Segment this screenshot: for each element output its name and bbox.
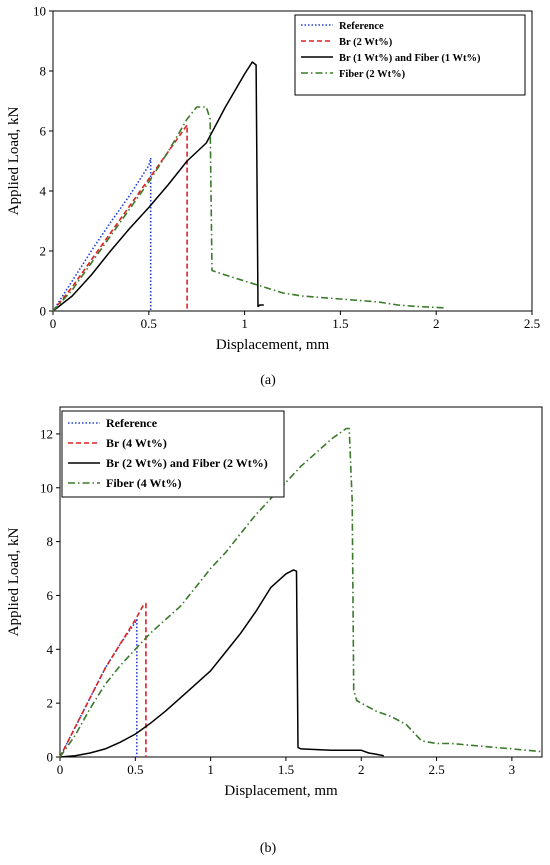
- x-tick-label: 1.5: [332, 316, 348, 331]
- legend-box: [294, 14, 526, 96]
- legend-entry-4: Fiber (2 Wt%): [339, 69, 406, 80]
- panel-label: (b): [260, 841, 277, 856]
- plot-frame: [59, 406, 543, 758]
- x-tick-label: 0: [57, 762, 64, 777]
- y-tick-label: 10: [40, 480, 53, 495]
- x-axis-label: Displacement, mm: [216, 337, 330, 353]
- y-tick-label: 10: [33, 4, 46, 19]
- x-tick-label: 2: [433, 316, 440, 331]
- panel-label: (a): [260, 373, 276, 388]
- y-tick-label: 6: [47, 588, 54, 603]
- x-tick-label: 2.5: [524, 316, 540, 331]
- panel-b: 0 0.5 1 1.5 2 2.5 3 0 2 4 6 8 10 12 Displacement, mm Ap…: [6, 406, 543, 856]
- x-tick-label: 2: [358, 762, 365, 777]
- plot-frame: [52, 10, 533, 312]
- x-tick-label: 0.5: [127, 762, 143, 777]
- y-tick-label: 0: [40, 304, 47, 319]
- series-line-1: [52, 157, 152, 312]
- y-tick-label: 2: [40, 244, 47, 259]
- y-tick-label: 12: [40, 426, 53, 441]
- x-tick-label: 2.5: [428, 762, 444, 777]
- x-tick-label: 3: [509, 762, 516, 777]
- legend-entry-1: Reference: [339, 21, 384, 32]
- legend-entry-2: Br (2 Wt%): [339, 37, 393, 48]
- x-tick-label: 1.5: [278, 762, 294, 777]
- y-axis-label: Applied Load, kN: [6, 527, 22, 636]
- legend-entry-3: Br (1 Wt%) and Fiber (1 Wt%): [339, 53, 481, 64]
- y-tick-label: 0: [47, 750, 54, 765]
- y-tick-label: 4: [47, 642, 54, 657]
- legend-entry-2: Br (4 Wt%): [106, 436, 167, 450]
- series-line-3: [52, 61, 264, 312]
- x-tick-label: 0: [50, 316, 57, 331]
- y-tick-label: 4: [40, 184, 47, 199]
- series-line-2: [52, 124, 188, 312]
- y-tick-label: 2: [47, 696, 54, 711]
- legend-entry-4: Fiber (4 Wt%): [106, 476, 182, 490]
- series-line-4: [52, 106, 446, 312]
- legend-entry-3: Br (2 Wt%) and Fiber (2 Wt%): [106, 456, 268, 470]
- series-line-1: [59, 618, 138, 758]
- x-tick-label: 1: [207, 762, 214, 777]
- y-tick-label: 6: [40, 124, 47, 139]
- y-tick-label: 8: [47, 534, 54, 549]
- series-line-3: [59, 569, 384, 758]
- x-tick-label: 0.5: [141, 316, 157, 331]
- x-tick-label: 1: [241, 316, 248, 331]
- x-axis-label: Displacement, mm: [224, 783, 338, 799]
- y-tick-label: 8: [40, 64, 47, 79]
- legend-entry-1: Reference: [106, 416, 158, 430]
- panel-a: 0 0.5 1 1.5 2 2.5 0 2 4 6 8 10 Displacement, mm Appli…: [6, 4, 540, 389]
- series-line-2: [59, 602, 147, 758]
- y-axis-label: Applied Load, kN: [6, 106, 22, 215]
